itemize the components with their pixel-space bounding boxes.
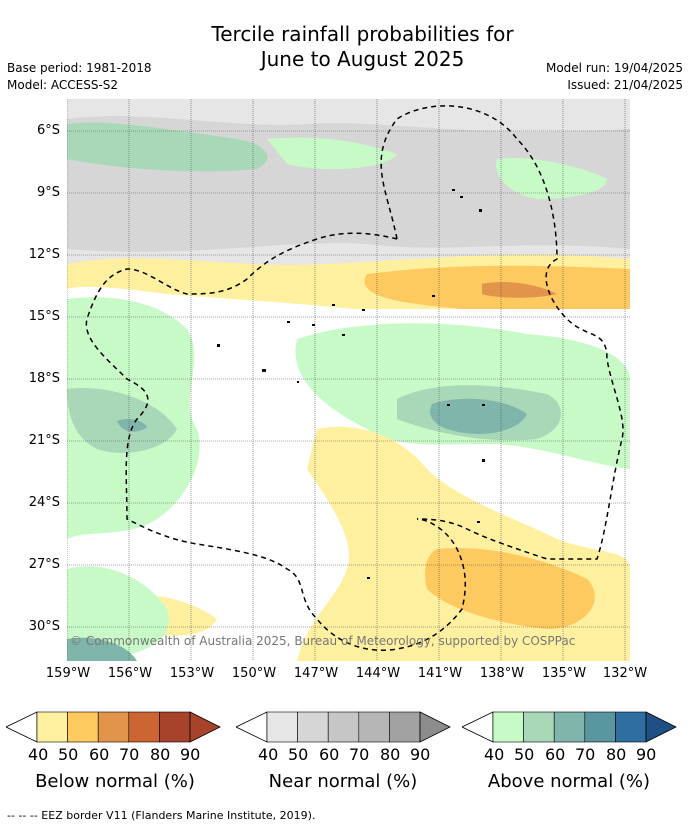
- above-normal-region: [496, 158, 607, 199]
- colorbar-segment: [553, 711, 586, 743]
- probability-map: [67, 99, 630, 661]
- tick-label: 90: [410, 745, 431, 764]
- colorbar-segment: [523, 711, 555, 743]
- colorbar-segment: [389, 711, 421, 743]
- colorbar-segment: [159, 711, 191, 743]
- tick-label: 70: [575, 745, 596, 764]
- tick-label: 40: [28, 745, 49, 764]
- tick-label: 40: [484, 745, 505, 764]
- tick-label: 50: [58, 745, 79, 764]
- eez-border: [85, 105, 624, 651]
- x-tick-label: 153°W: [169, 666, 215, 681]
- colorbar-segment: [36, 711, 68, 743]
- eez-footnote: -- -- -- EEZ border V11 (Flanders Marine…: [7, 809, 316, 822]
- colorbar-segment: [615, 711, 647, 743]
- tick-label: 60: [545, 745, 566, 764]
- colorbar-segment: [67, 711, 99, 743]
- x-tick-label: 135°W: [541, 666, 587, 681]
- above-normal-colorbar: [462, 711, 677, 743]
- tick-label: 80: [150, 745, 171, 764]
- y-tick-label: 6°S: [36, 123, 60, 138]
- x-tick-label: 159°W: [45, 666, 91, 681]
- meta-right: Model run: 19/04/2025 Issued: 21/04/2025: [546, 60, 683, 94]
- colorbar-segment: [492, 711, 524, 743]
- x-tick-label: 150°W: [231, 666, 277, 681]
- tick-label: 40: [258, 745, 279, 764]
- above-normal-60-region: [67, 637, 137, 661]
- above-normal-60-region: [430, 398, 527, 434]
- tick-label: 60: [319, 745, 340, 764]
- x-tick-label: 144°W: [355, 666, 401, 681]
- above-normal-region: [67, 122, 268, 172]
- colorbar-segment: [584, 711, 616, 743]
- tick-label: 50: [288, 745, 309, 764]
- tick-label: 80: [606, 745, 627, 764]
- x-tick-label: 138°W: [479, 666, 525, 681]
- tick-label: 90: [180, 745, 201, 764]
- near-normal-colorbar: [236, 711, 451, 743]
- title-line-1: Tercile rainfall probabilities for: [211, 22, 514, 46]
- tick-label: 90: [636, 745, 657, 764]
- y-tick-label: 15°S: [28, 309, 60, 324]
- x-tick-label: 156°W: [107, 666, 153, 681]
- colorbar-segment: [128, 711, 160, 743]
- y-tick-label: 24°S: [28, 495, 60, 510]
- map-svg: [67, 99, 630, 661]
- y-tick-label: 21°S: [28, 433, 60, 448]
- tick-label: 70: [119, 745, 140, 764]
- colorbar-segment: [266, 711, 298, 743]
- above-normal-title: Above normal (%): [487, 771, 651, 792]
- title-line-2: June to August 2025: [260, 47, 465, 71]
- y-tick-label: 9°S: [36, 185, 60, 200]
- copyright-text: © Commonwealth of Australia 2025, Bureau…: [70, 634, 576, 648]
- model-name: Model: ACCESS-S2: [7, 78, 119, 92]
- x-tick-label: 141°W: [417, 666, 463, 681]
- tick-label: 50: [514, 745, 535, 764]
- x-tick-label: 132°W: [602, 666, 648, 681]
- above-normal-region: [267, 137, 397, 170]
- x-tick-label: 147°W: [293, 666, 339, 681]
- y-tick-label: 27°S: [28, 557, 60, 572]
- islands: [217, 189, 485, 579]
- y-tick-label: 12°S: [28, 247, 60, 262]
- tick-label: 60: [89, 745, 110, 764]
- issued-date: Issued: 21/04/2025: [567, 78, 683, 92]
- below-normal-title: Below normal (%): [35, 771, 195, 792]
- colorbar-segment: [358, 711, 390, 743]
- tick-label: 70: [349, 745, 370, 764]
- colorbar-segment: [297, 711, 329, 743]
- below-normal-50-region: [425, 548, 595, 629]
- above-normal-region: [67, 566, 169, 661]
- base-period: Base period: 1981-2018: [7, 61, 152, 75]
- colorbar-segment: [327, 711, 360, 743]
- y-tick-label: 30°S: [28, 619, 60, 634]
- near-normal-title: Near normal (%): [268, 771, 418, 792]
- tick-label: 80: [380, 745, 401, 764]
- model-run: Model run: 19/04/2025: [545, 61, 683, 75]
- map-title: Tercile rainfall probabilities for June …: [0, 22, 690, 72]
- below-normal-colorbar: [6, 711, 221, 743]
- colorbar-segment: [97, 711, 130, 743]
- meta-left: Base period: 1981-2018 Model: ACCESS-S2: [7, 60, 152, 94]
- above-normal-60-region: [117, 419, 147, 432]
- y-tick-label: 18°S: [28, 371, 60, 386]
